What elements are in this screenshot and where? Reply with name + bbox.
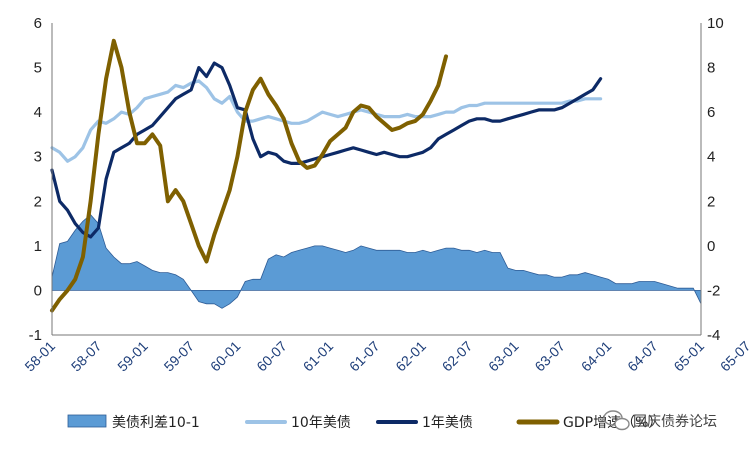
series-spread-area xyxy=(51,214,702,309)
x-tick-label: 60-01 xyxy=(207,338,244,375)
y-right-tick-label: -4 xyxy=(707,327,720,344)
y-left-tick-label: 6 xyxy=(34,15,42,32)
x-tick-label: 65-01 xyxy=(670,338,707,375)
x-tick-label: 62-07 xyxy=(439,338,476,375)
wechat-icon xyxy=(603,410,630,431)
watermark: 国庆债券论坛 xyxy=(603,410,717,431)
x-tick-label: 60-07 xyxy=(253,338,290,375)
y-right-tick-label: 6 xyxy=(707,104,715,121)
x-tick-label: 59-01 xyxy=(114,338,151,375)
x-tick-label: 64-01 xyxy=(578,338,615,375)
x-tick-label: 64-07 xyxy=(624,338,661,375)
x-tick-label: 59-07 xyxy=(161,338,198,375)
y-right-tick-label: 4 xyxy=(707,149,715,166)
x-tick-label: 61-07 xyxy=(346,338,383,375)
y-left-tick-label: -1 xyxy=(29,327,42,344)
x-tick-label: 63-01 xyxy=(485,338,522,375)
watermark-text: 国庆债券论坛 xyxy=(633,414,717,430)
y-left-tick-label: 0 xyxy=(34,282,42,299)
x-tick-label: 63-07 xyxy=(531,338,568,375)
legend-label: 1年美债 xyxy=(422,415,473,431)
series-10y-line xyxy=(50,79,603,163)
x-tick-label: 65-07 xyxy=(717,338,750,375)
series-1y-line xyxy=(50,61,603,239)
legend-swatch-spread xyxy=(67,414,107,428)
legend-label: GDP增速（%） xyxy=(563,415,662,431)
x-tick-label: 58-07 xyxy=(68,338,105,375)
y-right-tick-label: 8 xyxy=(707,60,715,77)
y-left-tick-label: 5 xyxy=(34,60,42,77)
plot-area xyxy=(50,38,702,313)
y-right-tick-label: 10 xyxy=(707,15,724,32)
legend: 美债利差10-1 10年美债 1年美债 GDP增速（%） xyxy=(67,414,662,431)
y-left-tick-label: 1 xyxy=(34,238,42,255)
y-right-tick-label: 2 xyxy=(707,193,715,210)
y-right-tick-label: -2 xyxy=(707,282,720,299)
y-left-tick-label: 4 xyxy=(34,104,42,121)
x-tick-label: 61-01 xyxy=(300,338,337,375)
legend-label: 美债利差10-1 xyxy=(112,415,200,431)
y-right-tick-label: 0 xyxy=(707,238,715,255)
legend-label: 10年美债 xyxy=(291,415,351,431)
series-gdp-line xyxy=(50,38,448,313)
y-left-tick-label: 3 xyxy=(34,149,42,166)
x-tick-label: 62-01 xyxy=(392,338,429,375)
y-left-tick-label: 2 xyxy=(34,193,42,210)
